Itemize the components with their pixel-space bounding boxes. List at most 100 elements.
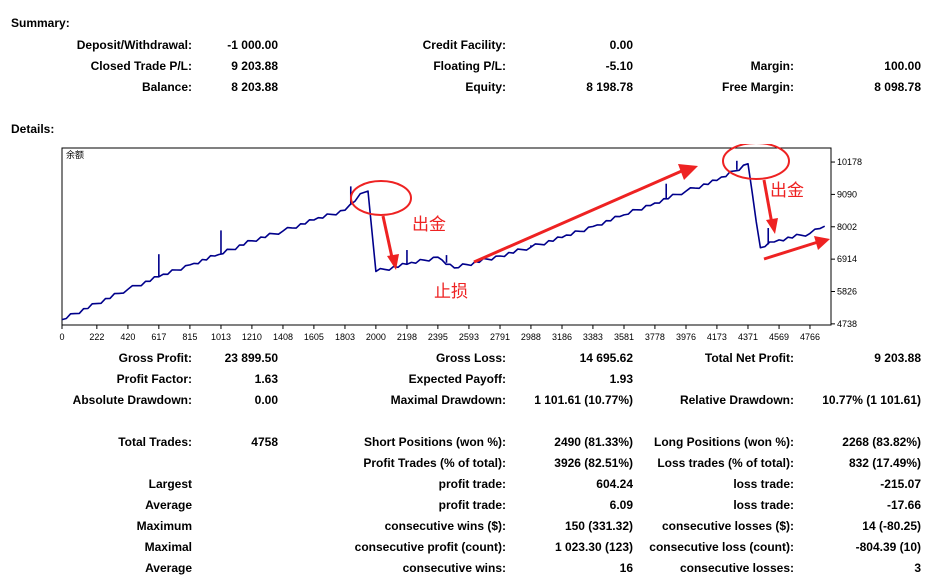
summary-table: Deposit/Withdrawal: -1 000.00 Credit Fac… — [0, 38, 946, 101]
y-tick-label: 9090 — [837, 189, 857, 199]
floating-pl-label: Floating P/L: — [433, 59, 506, 73]
stoploss-label: 止损 — [434, 282, 468, 301]
x-tick-label: 1605 — [304, 332, 324, 342]
gross-loss-label: Gross Loss: — [435, 351, 506, 365]
x-tick-label: 2988 — [521, 332, 541, 342]
y-axis: 10178 9090 8002 6914 5826 4738 — [831, 157, 862, 329]
y-tick-label: 5826 — [837, 287, 857, 297]
gross-loss-value: 14 695.62 — [579, 351, 633, 365]
gross-profit-value: 23 899.50 — [224, 351, 278, 365]
x-tick-label: 2791 — [490, 332, 510, 342]
credit-facility-label: Credit Facility: — [422, 38, 506, 52]
stats-row: Total Trades: 4758 Short Positions (won … — [0, 435, 946, 456]
profit-factor-value: 1.63 — [254, 372, 278, 386]
deposit-withdrawal-value: -1 000.00 — [227, 38, 278, 52]
stats-row: Absolute Drawdown: 0.00 Maximal Drawdown… — [0, 393, 946, 414]
average-loss-trade-label: loss trade: — [733, 498, 794, 512]
withdraw-arrow-1-head — [387, 254, 399, 270]
withdraw-label-2: 出金 — [770, 181, 804, 200]
x-tick-label: 2395 — [428, 332, 448, 342]
relative-drawdown-value: 10.77% (1 101.61) — [822, 393, 921, 407]
stats-row: Average consecutive wins: 16 consecutive… — [0, 561, 946, 582]
gross-profit-label: Gross Profit: — [118, 351, 192, 365]
recovery-arrow — [763, 240, 819, 261]
stats-row: Maximum consecutive wins ($): 150 (331.3… — [0, 519, 946, 540]
short-positions-value: 2490 (81.33%) — [554, 435, 633, 449]
y-tick-label: 10178 — [837, 157, 862, 167]
x-tick-label: 815 — [182, 332, 197, 342]
deposit-withdrawal-label: Deposit/Withdrawal: — [76, 38, 192, 52]
x-tick-label: 3976 — [676, 332, 696, 342]
absolute-drawdown-label: Absolute Drawdown: — [72, 393, 192, 407]
total-net-profit-label: Total Net Profit: — [704, 351, 794, 365]
average-profit-trade-label: profit trade: — [438, 498, 506, 512]
x-tick-label: 4173 — [707, 332, 727, 342]
long-positions-label: Long Positions (won %): — [654, 435, 794, 449]
largest-label: Largest — [148, 477, 192, 491]
withdraw-label-1: 出金 — [412, 215, 446, 234]
stats-row: Profit Trades (% of total): 3926 (82.51%… — [0, 456, 946, 477]
growth-arrow-head — [678, 164, 698, 180]
stats-row: Average profit trade: 6.09 loss trade: -… — [0, 498, 946, 519]
withdraw-circle-1 — [350, 180, 412, 216]
relative-drawdown-label: Relative Drawdown: — [679, 393, 794, 407]
annotations: 出金 出金 止损 — [350, 144, 830, 301]
average-consecutive-wins-label: consecutive wins: — [402, 561, 506, 575]
x-tick-label: 1013 — [211, 332, 231, 342]
maximal-consecutive-loss-value: -804.39 (10) — [855, 540, 921, 554]
recovery-arrow-head — [814, 236, 830, 250]
loss-trades-value: 832 (17.49%) — [848, 456, 921, 470]
maximum-label: Maximum — [136, 519, 192, 533]
balance-label: Balance: — [141, 80, 192, 94]
x-tick-label: 4371 — [738, 332, 758, 342]
largest-loss-trade-value: -215.07 — [880, 477, 921, 491]
stats-row: Largest profit trade: 604.24 loss trade:… — [0, 477, 946, 498]
balance-chart: 余额 0 222 420 617 815 1013 1210 1408 1605 1803 2000… — [59, 144, 862, 342]
credit-facility-value: 0.00 — [609, 38, 633, 52]
max-consecutive-losses-value: 14 (-80.25) — [862, 519, 921, 533]
balance-value: 8 203.88 — [231, 80, 278, 94]
x-tick-label: 2000 — [366, 332, 386, 342]
x-tick-label: 420 — [120, 332, 135, 342]
largest-loss-trade-label: loss trade: — [733, 477, 794, 491]
x-tick-label: 0 — [59, 332, 64, 342]
maximal-consecutive-profit-value: 1 023.30 (123) — [554, 540, 633, 554]
x-tick-label: 4766 — [800, 332, 820, 342]
expected-payoff-value: 1.93 — [609, 372, 633, 386]
largest-profit-trade-value: 604.24 — [596, 477, 633, 491]
stats-block-trades: Total Trades: 4758 Short Positions (won … — [0, 435, 946, 582]
max-consecutive-losses-label: consecutive losses ($): — [661, 519, 794, 533]
average-consecutive-wins-value: 16 — [619, 561, 633, 575]
loss-trades-label: Loss trades (% of total): — [657, 456, 794, 470]
equity-label: Equity: — [465, 80, 506, 94]
margin-value: 100.00 — [884, 59, 921, 73]
largest-profit-trade-label: profit trade: — [438, 477, 506, 491]
withdraw-arrow-2 — [762, 179, 774, 225]
x-tick-label: 3383 — [583, 332, 603, 342]
free-margin-value: 8 098.78 — [874, 80, 921, 94]
profit-trades-label: Profit Trades (% of total): — [363, 456, 506, 470]
growth-arrow — [473, 168, 685, 264]
maximal-drawdown-label: Maximal Drawdown: — [390, 393, 506, 407]
plot-frame — [61, 147, 832, 326]
x-tick-label: 617 — [151, 332, 166, 342]
max-consecutive-wins-value: 150 (331.32) — [564, 519, 633, 533]
y-tick-label: 8002 — [837, 222, 857, 232]
short-positions-label: Short Positions (won %): — [364, 435, 506, 449]
x-tick-label: 222 — [89, 332, 104, 342]
withdraw-arrow-1 — [381, 215, 395, 263]
chart-title: 余额 — [66, 149, 84, 160]
average-profit-trade-value: 6.09 — [609, 498, 633, 512]
x-tick-label: 4569 — [769, 332, 789, 342]
profit-factor-label: Profit Factor: — [116, 372, 192, 386]
average-consecutive-losses-label: consecutive losses: — [679, 561, 794, 575]
maximal-consecutive-loss-label: consecutive loss (count): — [649, 540, 794, 554]
equity-value: 8 198.78 — [586, 80, 633, 94]
total-trades-label: Total Trades: — [118, 435, 192, 449]
maximal-label: Maximal — [144, 540, 192, 554]
average-consecutive-label: Average — [145, 561, 192, 575]
absolute-drawdown-value: 0.00 — [254, 393, 278, 407]
withdraw-arrow-2-head — [766, 218, 778, 234]
free-margin-label: Free Margin: — [721, 80, 794, 94]
stats-block-profit: Gross Profit: 23 899.50 Gross Loss: 14 6… — [0, 351, 946, 414]
